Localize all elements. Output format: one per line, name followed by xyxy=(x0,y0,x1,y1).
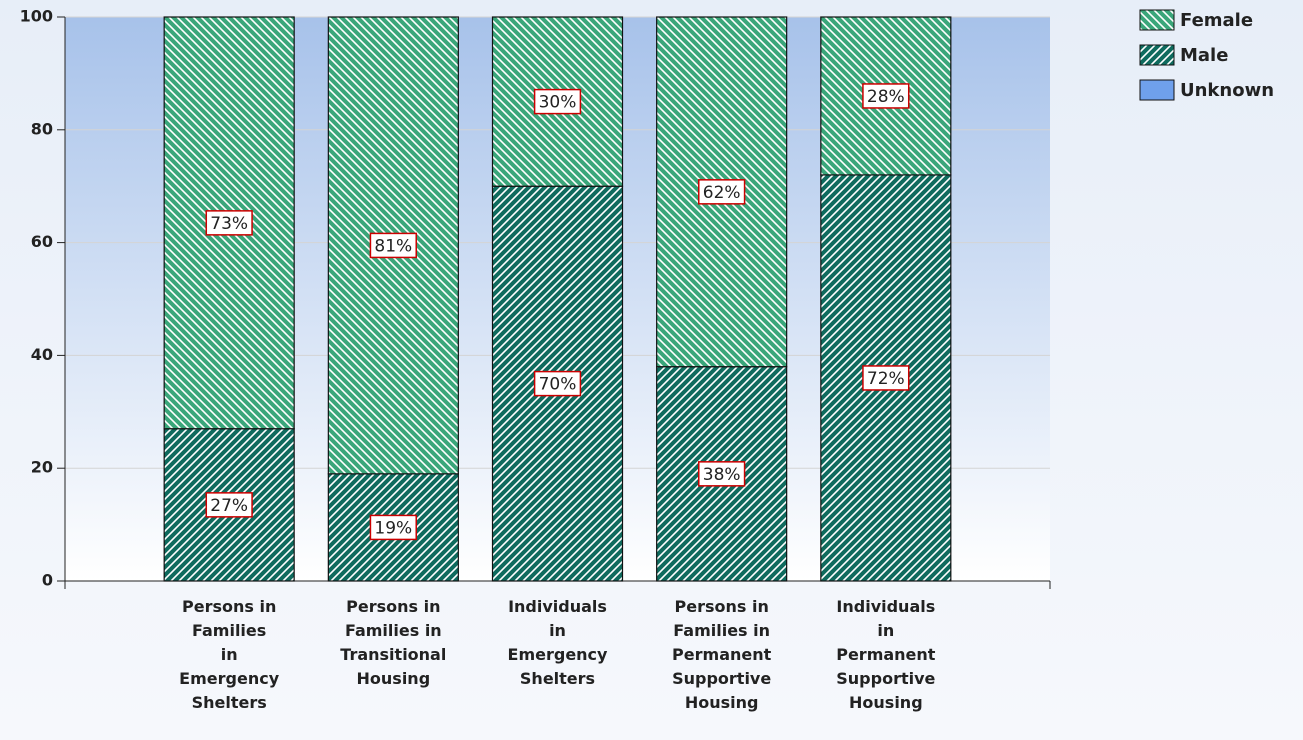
legend-swatch xyxy=(1139,44,1175,66)
legend-swatch xyxy=(1139,79,1175,101)
value-label-text: 70% xyxy=(539,375,577,395)
y-tick-label: 40 xyxy=(31,345,53,364)
x-tick-label: Persons in Families in Emergency Shelter… xyxy=(179,597,280,712)
y-tick-label: 80 xyxy=(31,119,53,138)
value-label-box xyxy=(533,370,582,397)
value-label-text: 73% xyxy=(210,214,248,234)
value-label-box xyxy=(369,514,417,541)
value-label-box xyxy=(205,492,253,518)
value-label-box xyxy=(369,232,417,259)
y-tick-label: 60 xyxy=(31,232,53,251)
value-label: 28% xyxy=(862,83,910,109)
value-label: 62% xyxy=(698,179,746,205)
value-label-text: 19% xyxy=(374,518,412,538)
legend-label: Male xyxy=(1180,45,1228,66)
value-label-text: 81% xyxy=(374,236,412,256)
value-label-text: 62% xyxy=(703,183,741,203)
x-tick-label: Persons in Families in Permanent Support… xyxy=(672,597,772,712)
value-label-box xyxy=(205,210,253,236)
legend-label: Female xyxy=(1180,10,1253,31)
legend-swatch xyxy=(1139,9,1175,31)
value-label: 30% xyxy=(533,88,582,115)
value-label-text: 72% xyxy=(867,369,905,389)
value-label-box xyxy=(698,179,746,205)
value-label-text: 28% xyxy=(867,87,905,107)
value-label-text: 38% xyxy=(703,465,741,485)
value-label: 81% xyxy=(369,232,417,259)
value-label-box xyxy=(862,365,910,391)
legend-label: Unknown xyxy=(1180,80,1274,101)
value-label-text: 30% xyxy=(539,93,577,113)
value-label: 72% xyxy=(862,365,910,391)
value-label: 38% xyxy=(698,461,746,487)
y-tick-label: 20 xyxy=(31,458,53,477)
value-label: 73% xyxy=(205,210,253,236)
x-tick-label: Individuals in Permanent Supportive Hous… xyxy=(836,597,936,712)
value-label-text: 27% xyxy=(210,496,248,516)
y-tick-label: 100 xyxy=(20,7,53,26)
value-label: 70% xyxy=(533,370,582,397)
y-tick-label: 0 xyxy=(42,571,53,590)
value-label: 27% xyxy=(205,492,253,518)
value-label-box xyxy=(862,83,910,109)
x-tick-label: Persons in Families in Transitional Hous… xyxy=(340,597,447,688)
value-label: 19% xyxy=(369,514,417,541)
x-tick-label: Individuals in Emergency Shelters xyxy=(507,597,608,688)
value-label-box xyxy=(698,461,746,487)
value-label-box xyxy=(533,88,582,115)
